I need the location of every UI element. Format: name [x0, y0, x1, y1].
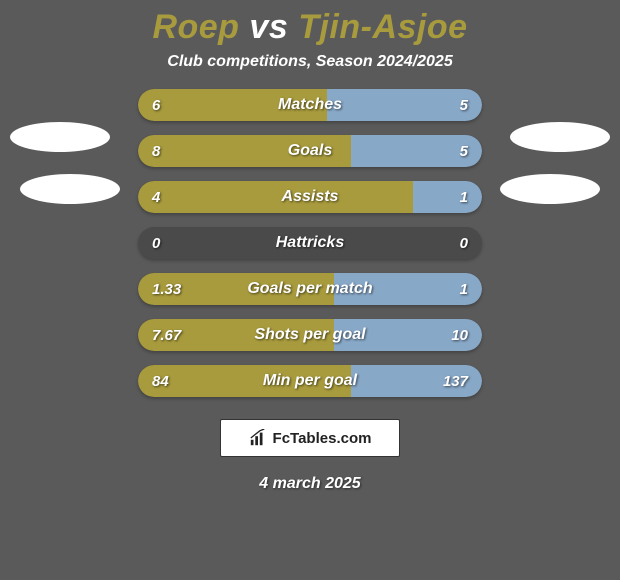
stat-row: 65Matches [138, 89, 482, 121]
stat-fill-left [138, 89, 327, 121]
comparison-card: Roep vs Tjin-Asjoe Club competitions, Se… [0, 0, 620, 580]
stat-value-right: 137 [443, 365, 468, 397]
stat-row: 84137Min per goal [138, 365, 482, 397]
stat-value-right: 1 [460, 273, 468, 305]
stat-value-left: 8 [152, 135, 160, 167]
chart-icon [249, 429, 267, 447]
stats-list: 65Matches85Goals41Assists00Hattricks1.33… [138, 89, 482, 397]
stat-fill-left [138, 181, 413, 213]
stat-value-left: 1.33 [152, 273, 181, 305]
brand-badge: FcTables.com [220, 419, 400, 457]
stat-value-right: 5 [460, 89, 468, 121]
stat-row: 85Goals [138, 135, 482, 167]
player2-name: Tjin-Asjoe [298, 8, 467, 46]
stat-value-right: 5 [460, 135, 468, 167]
stat-fill-right [413, 181, 482, 213]
stat-value-left: 6 [152, 89, 160, 121]
stat-label: Hattricks [138, 227, 482, 259]
stat-fill-left [138, 365, 351, 397]
decorative-oval [20, 174, 120, 204]
stat-row: 0 0Hattricks [138, 227, 482, 259]
stat-value-left: 4 [152, 181, 160, 213]
player1-name: Roep [152, 8, 239, 46]
decorative-oval [510, 122, 610, 152]
date-label: 4 march 2025 [259, 475, 360, 493]
page-title: Roep vs Tjin-Asjoe [152, 8, 467, 47]
stat-value-left: 0 [152, 227, 160, 259]
stat-value-right: 10 [451, 319, 468, 351]
vs-label: vs [249, 8, 288, 46]
decorative-oval [500, 174, 600, 204]
stat-fill-left [138, 135, 351, 167]
decorative-oval [10, 122, 110, 152]
subtitle: Club competitions, Season 2024/2025 [167, 53, 452, 71]
stat-value-left: 84 [152, 365, 169, 397]
stat-value-right: 1 [460, 181, 468, 213]
stat-row: 41Assists [138, 181, 482, 213]
stat-row: 7.6710Shots per goal [138, 319, 482, 351]
brand-text: FcTables.com [273, 430, 372, 447]
stat-row: 1.331Goals per match [138, 273, 482, 305]
stat-value-right: 0 [460, 227, 468, 259]
stat-value-left: 7.67 [152, 319, 181, 351]
